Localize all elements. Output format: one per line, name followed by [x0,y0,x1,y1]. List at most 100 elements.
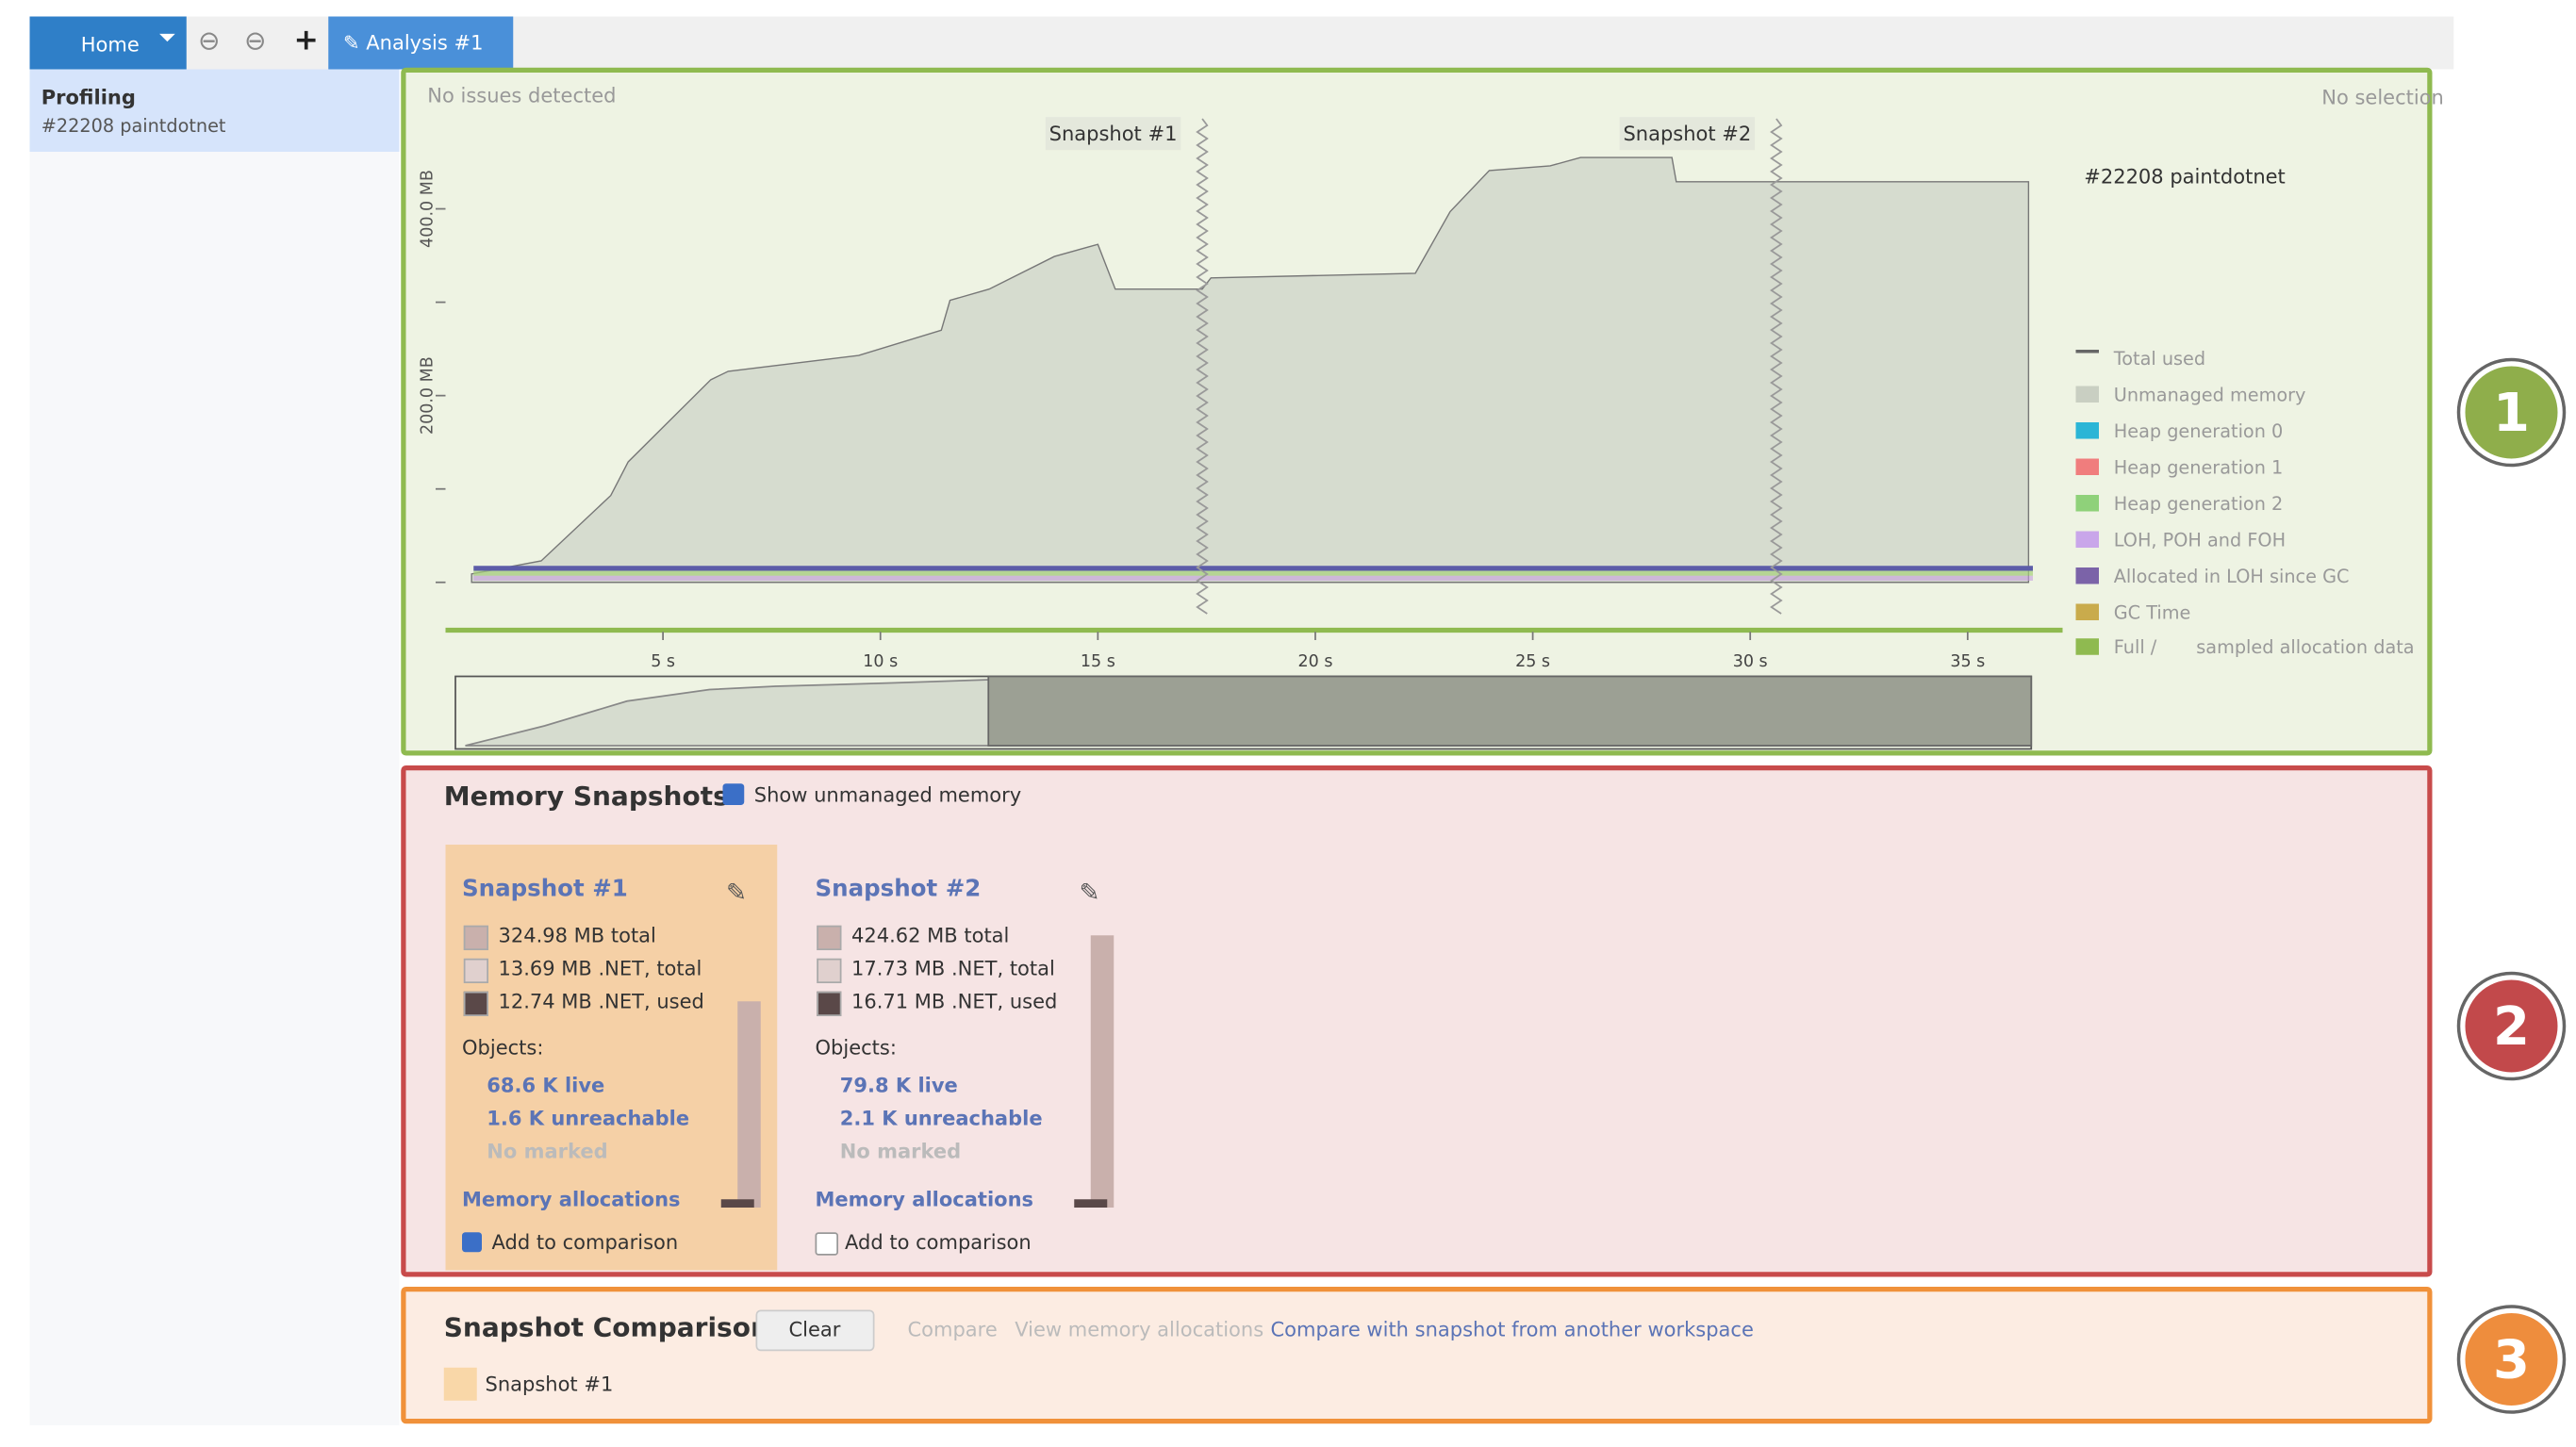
view-link: View memory allocations [1015,1318,1264,1341]
x-tick-label: 30 s [1733,652,1768,671]
show-unmanaged[interactable]: Show unmanaged memory [753,783,1022,807]
comparison-item: Snapshot #1 [485,1373,614,1396]
legend-icon [2075,458,2099,475]
legend-entry: Total used [2113,348,2206,370]
x-tick-label: 5 s [651,652,675,671]
x-tick-label: 15 s [1081,652,1115,671]
swatch [463,991,488,1016]
legend-icon [2075,422,2099,439]
legend-icon [2075,386,2099,403]
heap-band [473,575,2033,581]
session-subtitle[interactable]: #22208 paintdotnet [41,115,226,138]
other-link[interactable]: Compare with snapshot from another works… [1270,1318,1754,1341]
edit-icon: ✎ [726,878,748,908]
unreachable-link: 1.6 K unreachable [487,1107,690,1130]
comparison-panel [401,1287,2433,1424]
card-title: Snapshot #1 [462,876,628,903]
legend-entry: Full / [2113,636,2157,659]
card-stat: 13.69 MB .NET, total [498,957,702,980]
badge: 1 [2460,361,2563,464]
menu-icon[interactable]: ⏷ [158,26,176,52]
marked-label: No marked [487,1140,608,1163]
session-title[interactable]: Profiling [41,86,136,109]
swatch [463,958,488,983]
navigator-window [987,675,2033,747]
legend-entry: sampled allocation data [2196,636,2415,659]
legend-entry: LOH, POH and FOH [2113,529,2287,551]
card-stat: 324.98 MB total [498,924,656,947]
area [471,156,2030,584]
legend-icon [2075,495,2099,512]
back-icon[interactable]: ⊖ [198,25,221,57]
forward-icon[interactable]: ⊖ [244,25,267,57]
add-icon[interactable]: + [293,23,319,58]
x-tick-label: 20 s [1297,652,1332,671]
snapshot-label: Snapshot #2 [1623,123,1751,145]
allocations-link: Memory allocations [815,1188,1034,1211]
legend-entry: Allocated in LOH since GC [2113,566,2350,587]
process: #22208 paintdotnet [2084,165,2286,189]
heap-band [473,566,2033,571]
legend-icon [2075,638,2099,655]
compare-checkbox [815,1232,838,1256]
swatch [463,925,488,950]
clear-label[interactable]: Clear [788,1318,841,1341]
unreachable-link: 2.1 K unreachable [839,1107,1043,1130]
status: No issues detected [427,84,617,107]
live-link: 79.8 K live [839,1074,958,1097]
x-tick-label: 25 s [1515,652,1550,671]
x-tick-label: 35 s [1950,652,1985,671]
compare-label: Add to comparison [845,1230,1032,1255]
snapshot-label: Snapshot #1 [1049,123,1178,145]
card-stat: 17.73 MB .NET, total [851,957,1055,980]
analysis-label[interactable]: ✎ Analysis #1 [343,31,484,55]
sidebar [29,69,400,1425]
card-stat: 16.71 MB .NET, used [851,990,1058,1013]
session-item[interactable] [29,69,400,152]
legend-entry: Heap generation 1 [2113,456,2284,479]
checkbox[interactable] [722,783,745,805]
compare-label: Add to comparison [491,1230,679,1255]
legend-icon [2075,603,2099,620]
legend-entry: Unmanaged memory [2113,384,2306,406]
snapshot-label-bg [1619,117,1756,151]
swatch [817,991,842,1016]
home-label[interactable]: Home [80,33,140,57]
memory-bar [1090,935,1115,1208]
card-stat: 424.62 MB total [851,924,1010,947]
heap-band [473,570,2033,576]
home-tab[interactable] [29,16,187,70]
analysis-text[interactable]: Analysis #1 [366,31,484,55]
y-tick-label: 400.0 MB [419,170,438,248]
objects-label: Objects: [462,1036,544,1060]
badge: 3 [2460,1307,2563,1411]
legend-entry: GC Time [2113,601,2191,624]
marked-label: No marked [839,1140,962,1163]
clear-button[interactable] [755,1309,875,1352]
x-tick-label: 10 s [863,652,898,671]
snapshot-marker [1770,118,1783,615]
swatch [817,958,842,983]
legend-entry: Heap generation 2 [2113,493,2284,515]
comparison-title: Snapshot Comparison [443,1311,769,1343]
snapshot-label-bg [1045,117,1181,151]
card-title: Snapshot #2 [815,876,982,903]
compare-checkbox [462,1232,482,1253]
legend-icon [2075,567,2099,584]
selection: No selection [2321,86,2444,109]
objects-label: Objects: [815,1036,897,1060]
item-swatch [443,1367,477,1401]
legend-entry: Heap generation 0 [2113,420,2284,442]
live-link: 68.6 K live [487,1074,605,1097]
compare-link: Compare [907,1318,998,1341]
card-stat: 12.74 MB .NET, used [498,990,704,1013]
badge: 2 [2460,975,2563,1077]
legend-icon [2075,531,2099,548]
allocations-link: Memory allocations [462,1188,681,1211]
memory-bar [737,1001,761,1208]
legend-icon [2075,350,2099,354]
analysis-tab[interactable] [328,16,514,70]
